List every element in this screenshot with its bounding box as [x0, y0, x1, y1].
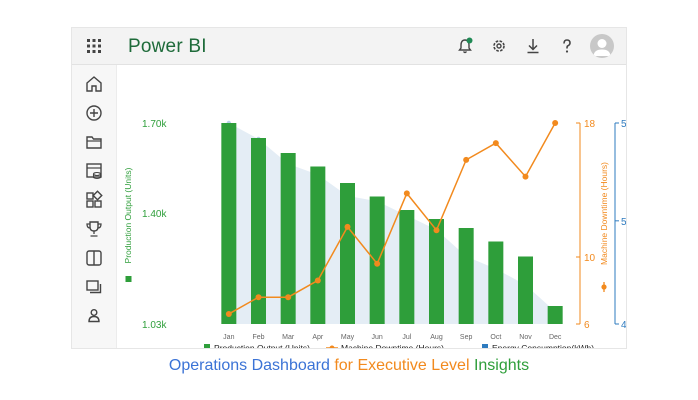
user-avatar-icon: [593, 39, 611, 56]
downtime-point-feb[interactable]: [255, 294, 262, 301]
x-tick-label: Feb: [252, 334, 264, 341]
downtime-point-apr[interactable]: [314, 277, 321, 284]
notification-bell-icon[interactable]: [456, 37, 474, 55]
x-tick-label: Sep: [460, 334, 473, 341]
operations-combo-chart: Jan Feb Mar Apr May Jun Jul Aug Sep Oct Nov Dec 1.70…: [123, 119, 626, 348]
downtime-point-oct[interactable]: [492, 140, 499, 147]
downtime-axis-label: Machine Downtime (Hours): [599, 162, 609, 265]
production-bar-nov[interactable]: [518, 256, 533, 325]
downtime-point-jan[interactable]: [225, 310, 232, 317]
settings-gear-icon[interactable]: [490, 37, 508, 55]
downtime-point-mar[interactable]: [285, 294, 292, 301]
production-bar-apr[interactable]: [310, 166, 326, 325]
downtime-point-may[interactable]: [344, 223, 351, 230]
footer-caption-part-3: Insights: [473, 357, 530, 374]
legend-swatch-energy: [482, 344, 488, 348]
create-icon[interactable]: [84, 103, 104, 123]
user-avatar[interactable]: [590, 34, 614, 58]
legend-label-downtime: Machine Downtime (Hours): [341, 343, 444, 348]
left-axis-label: Production Output (Units): [123, 167, 133, 263]
downtime-axis-tick: 10: [584, 253, 596, 264]
help-icon[interactable]: [558, 37, 576, 55]
downtime-axis-tick: 6: [584, 320, 590, 331]
energy-axis-tick: 4.57k: [621, 320, 626, 331]
top-header-bar: Power BI: [72, 28, 626, 65]
my-workspace-icon[interactable]: [84, 277, 104, 297]
left-axis-swatch: [125, 276, 132, 282]
left-nav-sidebar: [72, 65, 117, 348]
workspaces-icon[interactable]: [84, 248, 104, 268]
downtime-point-nov[interactable]: [522, 173, 529, 180]
x-tick-label: Jan: [223, 334, 234, 341]
downtime-point-jul[interactable]: [403, 190, 410, 197]
left-axis-tick: 1.40k: [142, 209, 167, 220]
legend-label-energy: Energy Consumption(kWh): [492, 343, 594, 348]
production-bar-mar[interactable]: [280, 153, 296, 324]
app-title: Power BI: [128, 36, 207, 57]
x-tick-label: Dec: [549, 334, 562, 341]
x-tick-label: Aug: [430, 334, 443, 341]
energy-axis-tick: 5.70k: [621, 119, 626, 130]
x-tick-label: Nov: [519, 334, 532, 341]
legend-label-production: Production Output (Units): [214, 343, 310, 348]
downtime-point-jun[interactable]: [374, 260, 381, 267]
downtime-point-aug[interactable]: [433, 227, 440, 234]
footer-caption: Operations Dashboard for Executive Level…: [0, 357, 698, 375]
left-axis-tick: 1.03k: [142, 320, 167, 331]
downtime-point-sep[interactable]: [463, 156, 470, 163]
home-icon[interactable]: [84, 74, 104, 94]
production-bar-oct[interactable]: [488, 241, 504, 325]
x-tick-label: Apr: [312, 334, 324, 341]
apps-icon[interactable]: [84, 190, 104, 210]
user-icon[interactable]: [84, 306, 104, 326]
production-bar-jul[interactable]: [399, 210, 415, 324]
download-icon[interactable]: [524, 37, 542, 55]
production-bar-may[interactable]: [340, 183, 355, 324]
x-tick-label: Jul: [402, 334, 411, 341]
production-bar-aug[interactable]: [429, 219, 444, 324]
power-bi-window: Power BI: [72, 28, 626, 348]
downtime-point-dec[interactable]: [552, 120, 559, 126]
x-tick-label: Oct: [490, 334, 501, 341]
production-bar-jan[interactable]: [221, 123, 237, 324]
energy-consumption-area: [228, 123, 556, 324]
legend-swatch-downtime: [329, 345, 335, 348]
x-tick-label: May: [341, 334, 355, 341]
x-tick-label: Mar: [282, 334, 295, 341]
footer-caption-part-1: Operations Dashboard: [168, 357, 330, 374]
production-bar-dec[interactable]: [547, 306, 563, 324]
browse-icon[interactable]: [84, 132, 104, 152]
legend-swatch-production: [204, 344, 210, 348]
left-axis-tick: 1.70k: [142, 119, 167, 130]
production-bar-feb[interactable]: [251, 138, 266, 324]
x-tick-label: Jun: [372, 334, 383, 341]
footer-caption-part-2: for Executive Level: [329, 357, 474, 374]
production-bar-jun[interactable]: [369, 196, 385, 325]
downtime-line: [228, 122, 556, 315]
data-hub-icon[interactable]: [84, 161, 104, 181]
downtime-axis-marker: [601, 284, 607, 290]
energy-axis-tick: 5.15k: [621, 217, 626, 228]
downtime-axis-tick: 18: [584, 119, 596, 130]
app-launcher-icon[interactable]: [86, 38, 102, 54]
production-bar-sep[interactable]: [458, 228, 474, 324]
metrics-icon[interactable]: [84, 219, 104, 239]
